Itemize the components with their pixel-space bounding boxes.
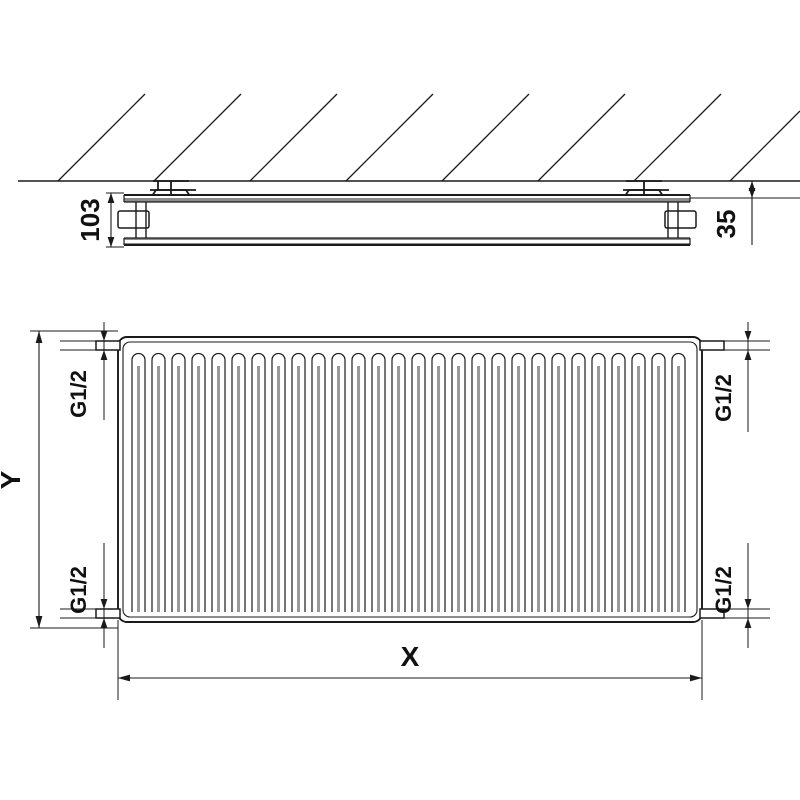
dimension-height-y: Y (0, 330, 118, 629)
thread-label-top-right-text: G1/2 (711, 374, 736, 422)
thread-label-bottom-left: G1/2 (66, 543, 108, 648)
thread-label-top-right: G1/2 (711, 322, 752, 432)
port-left (117, 210, 150, 229)
thread-label-top-left: G1/2 (66, 322, 108, 420)
thread-label-bottom-right-text: G1/2 (711, 566, 736, 614)
stub-extension-lines (60, 340, 770, 619)
dimension-gap-35: 35 (711, 181, 756, 245)
radiator-top-panel (123, 193, 691, 203)
mounting-bracket-right (623, 180, 669, 197)
dimension-label-y: Y (0, 470, 26, 489)
thread-label-bottom-left-text: G1/2 (66, 566, 91, 614)
thread-label-top-left-text: G1/2 (66, 370, 91, 418)
front-elevation-view: G1/2 G1/2 G1/2 G1/2 (0, 322, 770, 700)
radiator-bottom-panel (123, 237, 691, 247)
dimension-width-x: X (117, 620, 703, 700)
wall-hatching (57, 93, 800, 182)
dimension-label-35: 35 (711, 210, 741, 239)
dimension-label-x: X (401, 641, 420, 672)
dimension-label-103: 103 (75, 198, 105, 241)
thread-label-bottom-right: G1/2 (711, 543, 752, 648)
cross-section-view: 103 35 (18, 93, 800, 248)
radiator-inner-casing (122, 341, 698, 618)
dimension-depth-103: 103 (75, 192, 124, 248)
radiator-fins (131, 352, 686, 612)
mounting-bracket-left (150, 180, 196, 197)
port-right (664, 210, 697, 229)
